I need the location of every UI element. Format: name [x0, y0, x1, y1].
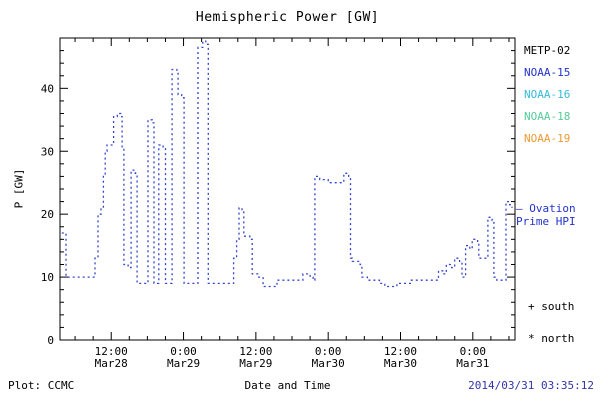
svg-text:30: 30: [41, 145, 54, 158]
svg-text:0:00: 0:00: [170, 345, 197, 358]
svg-text:12:00: 12:00: [95, 345, 128, 358]
svg-text:0:00: 0:00: [460, 345, 487, 358]
legend-item-noaa16: NOAA-16: [524, 88, 571, 101]
hpi-step-line: [61, 40, 513, 288]
svg-text:12:00: 12:00: [384, 345, 417, 358]
plot-frame: [59, 37, 516, 341]
legend-item-noaa18: NOAA-18: [524, 110, 571, 123]
south-marker-label: + south: [528, 300, 575, 313]
x-axis-title: Date and Time: [244, 379, 331, 392]
ovation-prime-hpi-label: — Ovation Prime HPI: [516, 202, 576, 228]
svg-text:Mar30: Mar30: [312, 357, 345, 370]
svg-text:Mar29: Mar29: [167, 357, 200, 370]
svg-text:Mar31: Mar31: [456, 357, 489, 370]
ovation-line1: — Ovation: [516, 202, 576, 215]
svg-text:12:00: 12:00: [239, 345, 272, 358]
svg-text:Mar28: Mar28: [95, 357, 128, 370]
svg-text:20: 20: [41, 208, 54, 221]
svg-text:Mar30: Mar30: [384, 357, 417, 370]
svg-text:0: 0: [47, 334, 54, 347]
ovation-line2: Prime HPI: [516, 215, 576, 228]
svg-text:10: 10: [41, 271, 54, 284]
plot-credit: Plot: CCMC: [8, 379, 75, 392]
svg-text:40: 40: [41, 82, 54, 95]
plot-timestamp: 2014/03/31 03:35:12: [468, 379, 594, 392]
chart-title: Hemispheric Power [GW]: [195, 10, 380, 25]
hemispheric-power-plot: 12:00Mar280:00Mar2912:00Mar290:00Mar3012…: [41, 37, 516, 370]
svg-text:0:00: 0:00: [315, 345, 342, 358]
legend-item-noaa19: NOAA-19: [524, 132, 571, 145]
legend-item-metp02: METP-02: [524, 44, 571, 57]
svg-text:Mar29: Mar29: [239, 357, 272, 370]
north-marker-label: * north: [528, 332, 575, 345]
legend-item-noaa15: NOAA-15: [524, 66, 571, 79]
